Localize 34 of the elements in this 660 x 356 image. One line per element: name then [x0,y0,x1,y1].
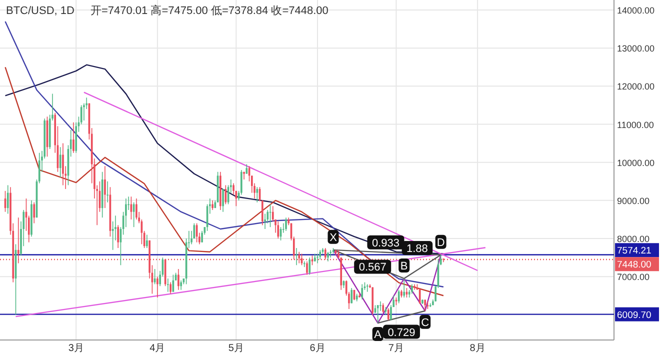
x-tick-label: 3月 [68,343,84,354]
ref-line-label: 6009.70 [615,307,659,322]
x-tick-label: 8月 [470,343,486,354]
annotation: 0.933 [372,237,400,250]
annotation: 1.88 [402,241,433,256]
annotation: 0.729 [388,326,416,339]
annotation: 0.567 [358,262,386,274]
ref-line-label: 7448.00 [615,257,659,272]
x-tick-label: 7月 [388,343,404,354]
y-tick-label: 13000.00 [617,44,655,54]
annotation: D [435,234,446,249]
annotation: 0.933 [367,235,404,250]
ref-line-label: 6009.70 [617,310,652,321]
y-tick-label: 7000.00 [617,272,650,282]
y-tick-label: 14000.00 [617,6,655,16]
annotation: A [372,327,384,342]
y-tick-label: 9000.00 [617,196,650,206]
y-tick-label: 12000.00 [617,82,655,92]
annotation: 0.729 [382,324,420,339]
y-tick-label: 11000.00 [617,120,654,130]
ref-line-label: 7574.21 [615,243,659,258]
header: BTC/USD, 1D 开=7470.01 高=7475.00 低=7378.84 收=7448.00 [6,5,328,17]
ref-line-label: 7574.21 [617,246,652,257]
annotation: 0.567 [354,260,392,274]
x-tick-label: 6月 [310,343,326,354]
annotation: C [420,314,431,329]
annotation: 1.88 [406,243,428,256]
x-tick-label: 4月 [150,343,166,354]
annotation: B [398,258,410,272]
y-tick-label: 10000.00 [617,158,655,168]
ref-line-label: 7448.00 [617,260,652,271]
x-tick-label: 5月 [228,343,244,354]
annotation: X [328,230,339,244]
y-tick-label: 8000.00 [617,234,650,244]
